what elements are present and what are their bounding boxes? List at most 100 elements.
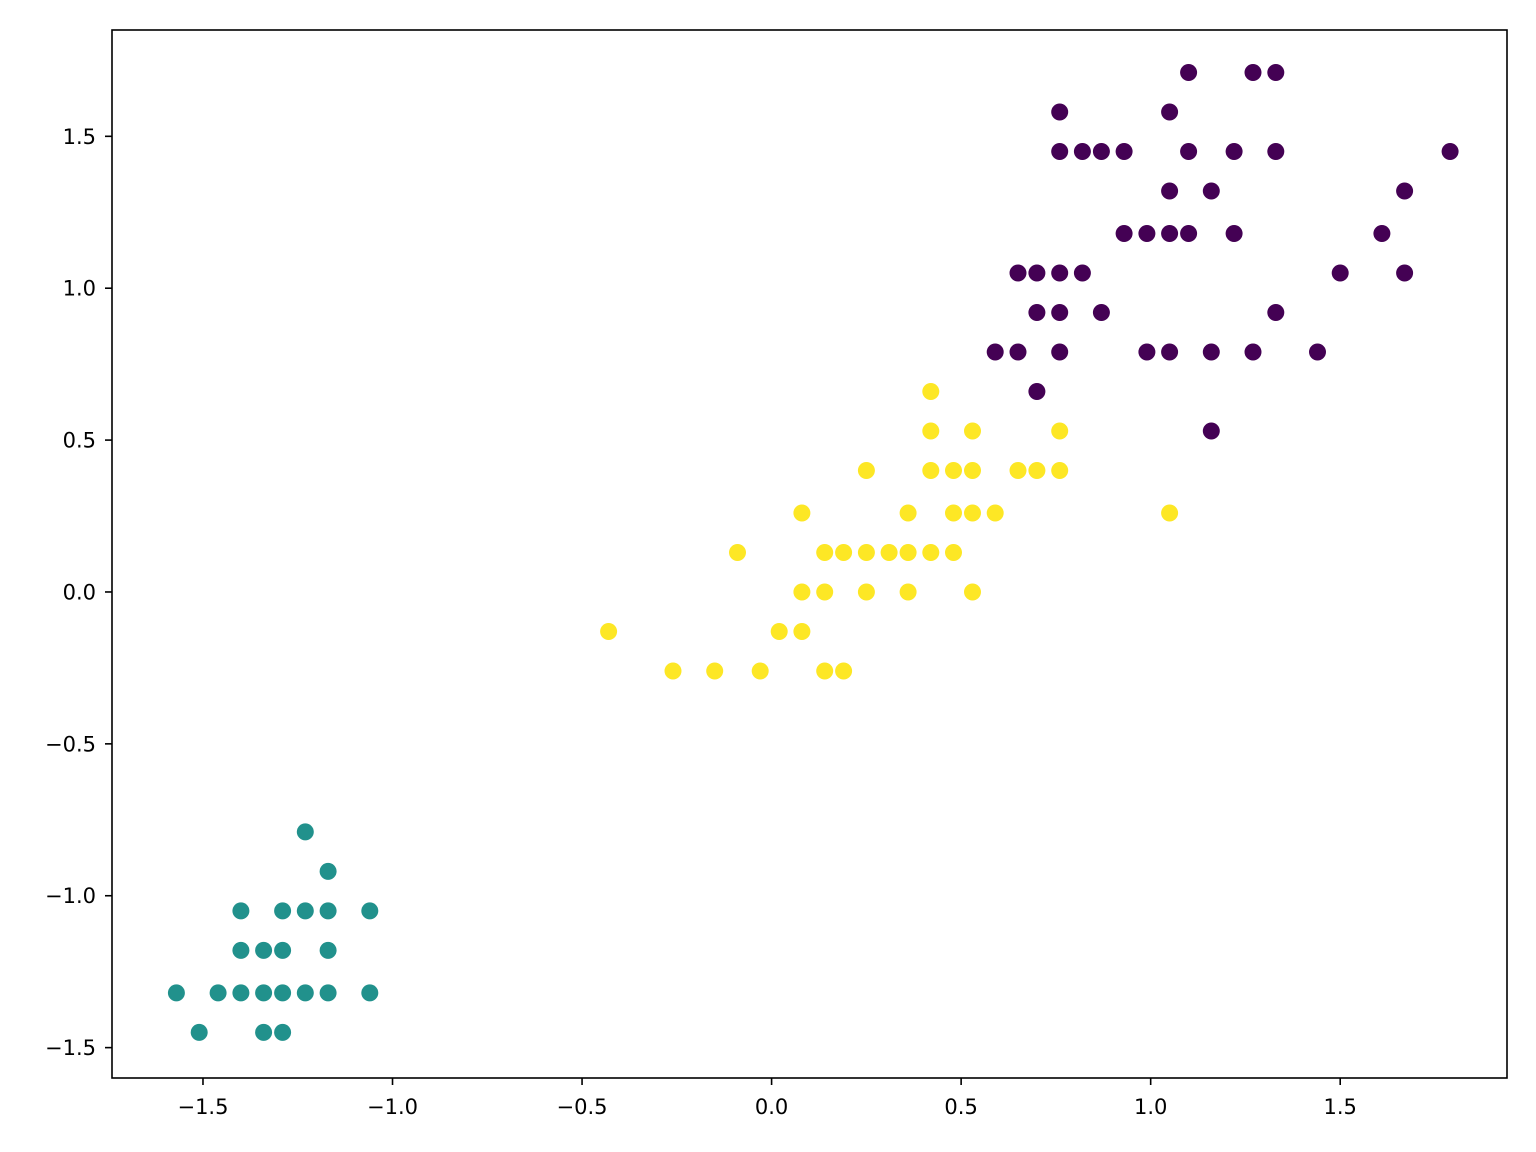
data-point — [1244, 343, 1262, 361]
data-point — [1051, 103, 1069, 121]
data-point — [255, 1023, 273, 1041]
data-point — [255, 941, 273, 959]
data-point — [1028, 383, 1046, 400]
data-point — [1309, 343, 1326, 361]
data-point — [1115, 143, 1133, 160]
data-point — [274, 1023, 292, 1041]
data-point — [1396, 182, 1414, 200]
data-point — [1028, 304, 1046, 321]
y-tick-label: 0.5 — [63, 429, 96, 453]
data-point — [899, 504, 917, 522]
data-point — [274, 941, 292, 959]
data-point — [793, 623, 811, 640]
data-point — [1073, 264, 1091, 282]
data-point — [1138, 343, 1156, 361]
data-point — [835, 662, 853, 680]
data-point — [1161, 103, 1179, 121]
data-point — [1009, 462, 1027, 479]
data-point — [664, 662, 682, 680]
y-tick-label: 1.5 — [63, 125, 96, 149]
data-point — [232, 984, 250, 1002]
data-point — [296, 984, 314, 1002]
data-point — [899, 544, 917, 561]
data-point — [1051, 462, 1069, 479]
x-tick-label: −1.0 — [367, 1095, 418, 1119]
data-point — [964, 462, 981, 479]
data-point — [1202, 343, 1220, 361]
data-point — [274, 902, 292, 920]
data-point — [319, 862, 337, 880]
data-point — [1180, 64, 1198, 81]
y-tick-label: 0.0 — [63, 580, 96, 604]
data-point — [255, 984, 273, 1002]
y-tick-label: −0.5 — [45, 732, 96, 756]
data-point — [1244, 64, 1262, 81]
data-point — [922, 383, 940, 400]
data-point — [816, 583, 834, 601]
data-point — [964, 504, 981, 522]
data-point — [770, 623, 788, 640]
data-point — [1267, 304, 1285, 321]
data-point — [1051, 343, 1069, 361]
data-point — [1073, 143, 1091, 160]
data-point — [816, 662, 834, 680]
data-point — [1028, 462, 1046, 479]
series-1 — [600, 383, 1179, 680]
x-tick-label: 0.5 — [944, 1095, 977, 1119]
y-tick-label: 1.0 — [63, 277, 96, 301]
data-point — [857, 544, 875, 561]
data-point — [1180, 143, 1198, 160]
data-point — [1225, 143, 1243, 160]
data-point — [1373, 225, 1391, 242]
series-0 — [986, 64, 1459, 440]
data-point — [857, 462, 875, 479]
data-point — [232, 902, 250, 920]
data-point — [1267, 143, 1285, 160]
data-point — [319, 941, 337, 959]
data-point — [986, 343, 1004, 361]
x-tick-label: −1.5 — [177, 1095, 228, 1119]
data-point — [1225, 225, 1243, 242]
data-point — [751, 662, 769, 680]
y-tick-label: −1.0 — [45, 884, 96, 908]
data-point — [232, 941, 250, 959]
data-point — [793, 583, 811, 601]
data-point — [922, 544, 940, 561]
data-point — [1267, 64, 1285, 81]
data-point — [1009, 264, 1027, 282]
data-point — [964, 422, 981, 440]
x-tick-label: 1.5 — [1324, 1095, 1357, 1119]
data-point — [1202, 182, 1220, 200]
data-point — [1138, 225, 1156, 242]
data-point — [1396, 264, 1414, 282]
data-point — [296, 902, 314, 920]
data-point — [296, 823, 314, 841]
data-point — [319, 902, 337, 920]
data-point — [945, 544, 962, 561]
axes-layer: −1.5 −1.0 −0.5 0.0 0.5 1.0 1.5 −1.5 −1.0 −0.5 0.0 0… — [45, 29, 1508, 1119]
data-point — [964, 583, 981, 601]
data-point — [1202, 422, 1220, 440]
data-point — [1028, 264, 1046, 282]
data-point — [945, 462, 962, 479]
data-point — [922, 462, 940, 479]
data-point — [1441, 143, 1459, 160]
data-point — [361, 984, 379, 1002]
data-point — [167, 984, 185, 1002]
data-point — [600, 623, 618, 640]
data-point — [1161, 504, 1179, 522]
data-point — [319, 984, 337, 1002]
data-point — [1051, 304, 1069, 321]
series-2 — [167, 823, 379, 1041]
data-point — [899, 583, 917, 601]
plot-frame — [111, 29, 1508, 1079]
data-point — [209, 984, 227, 1002]
x-tick-label: −0.5 — [557, 1095, 608, 1119]
data-point — [1051, 422, 1069, 440]
data-point — [1161, 225, 1179, 242]
data-point — [1051, 264, 1069, 282]
data-point — [1092, 143, 1110, 160]
x-tick-label: 0.0 — [755, 1095, 788, 1119]
